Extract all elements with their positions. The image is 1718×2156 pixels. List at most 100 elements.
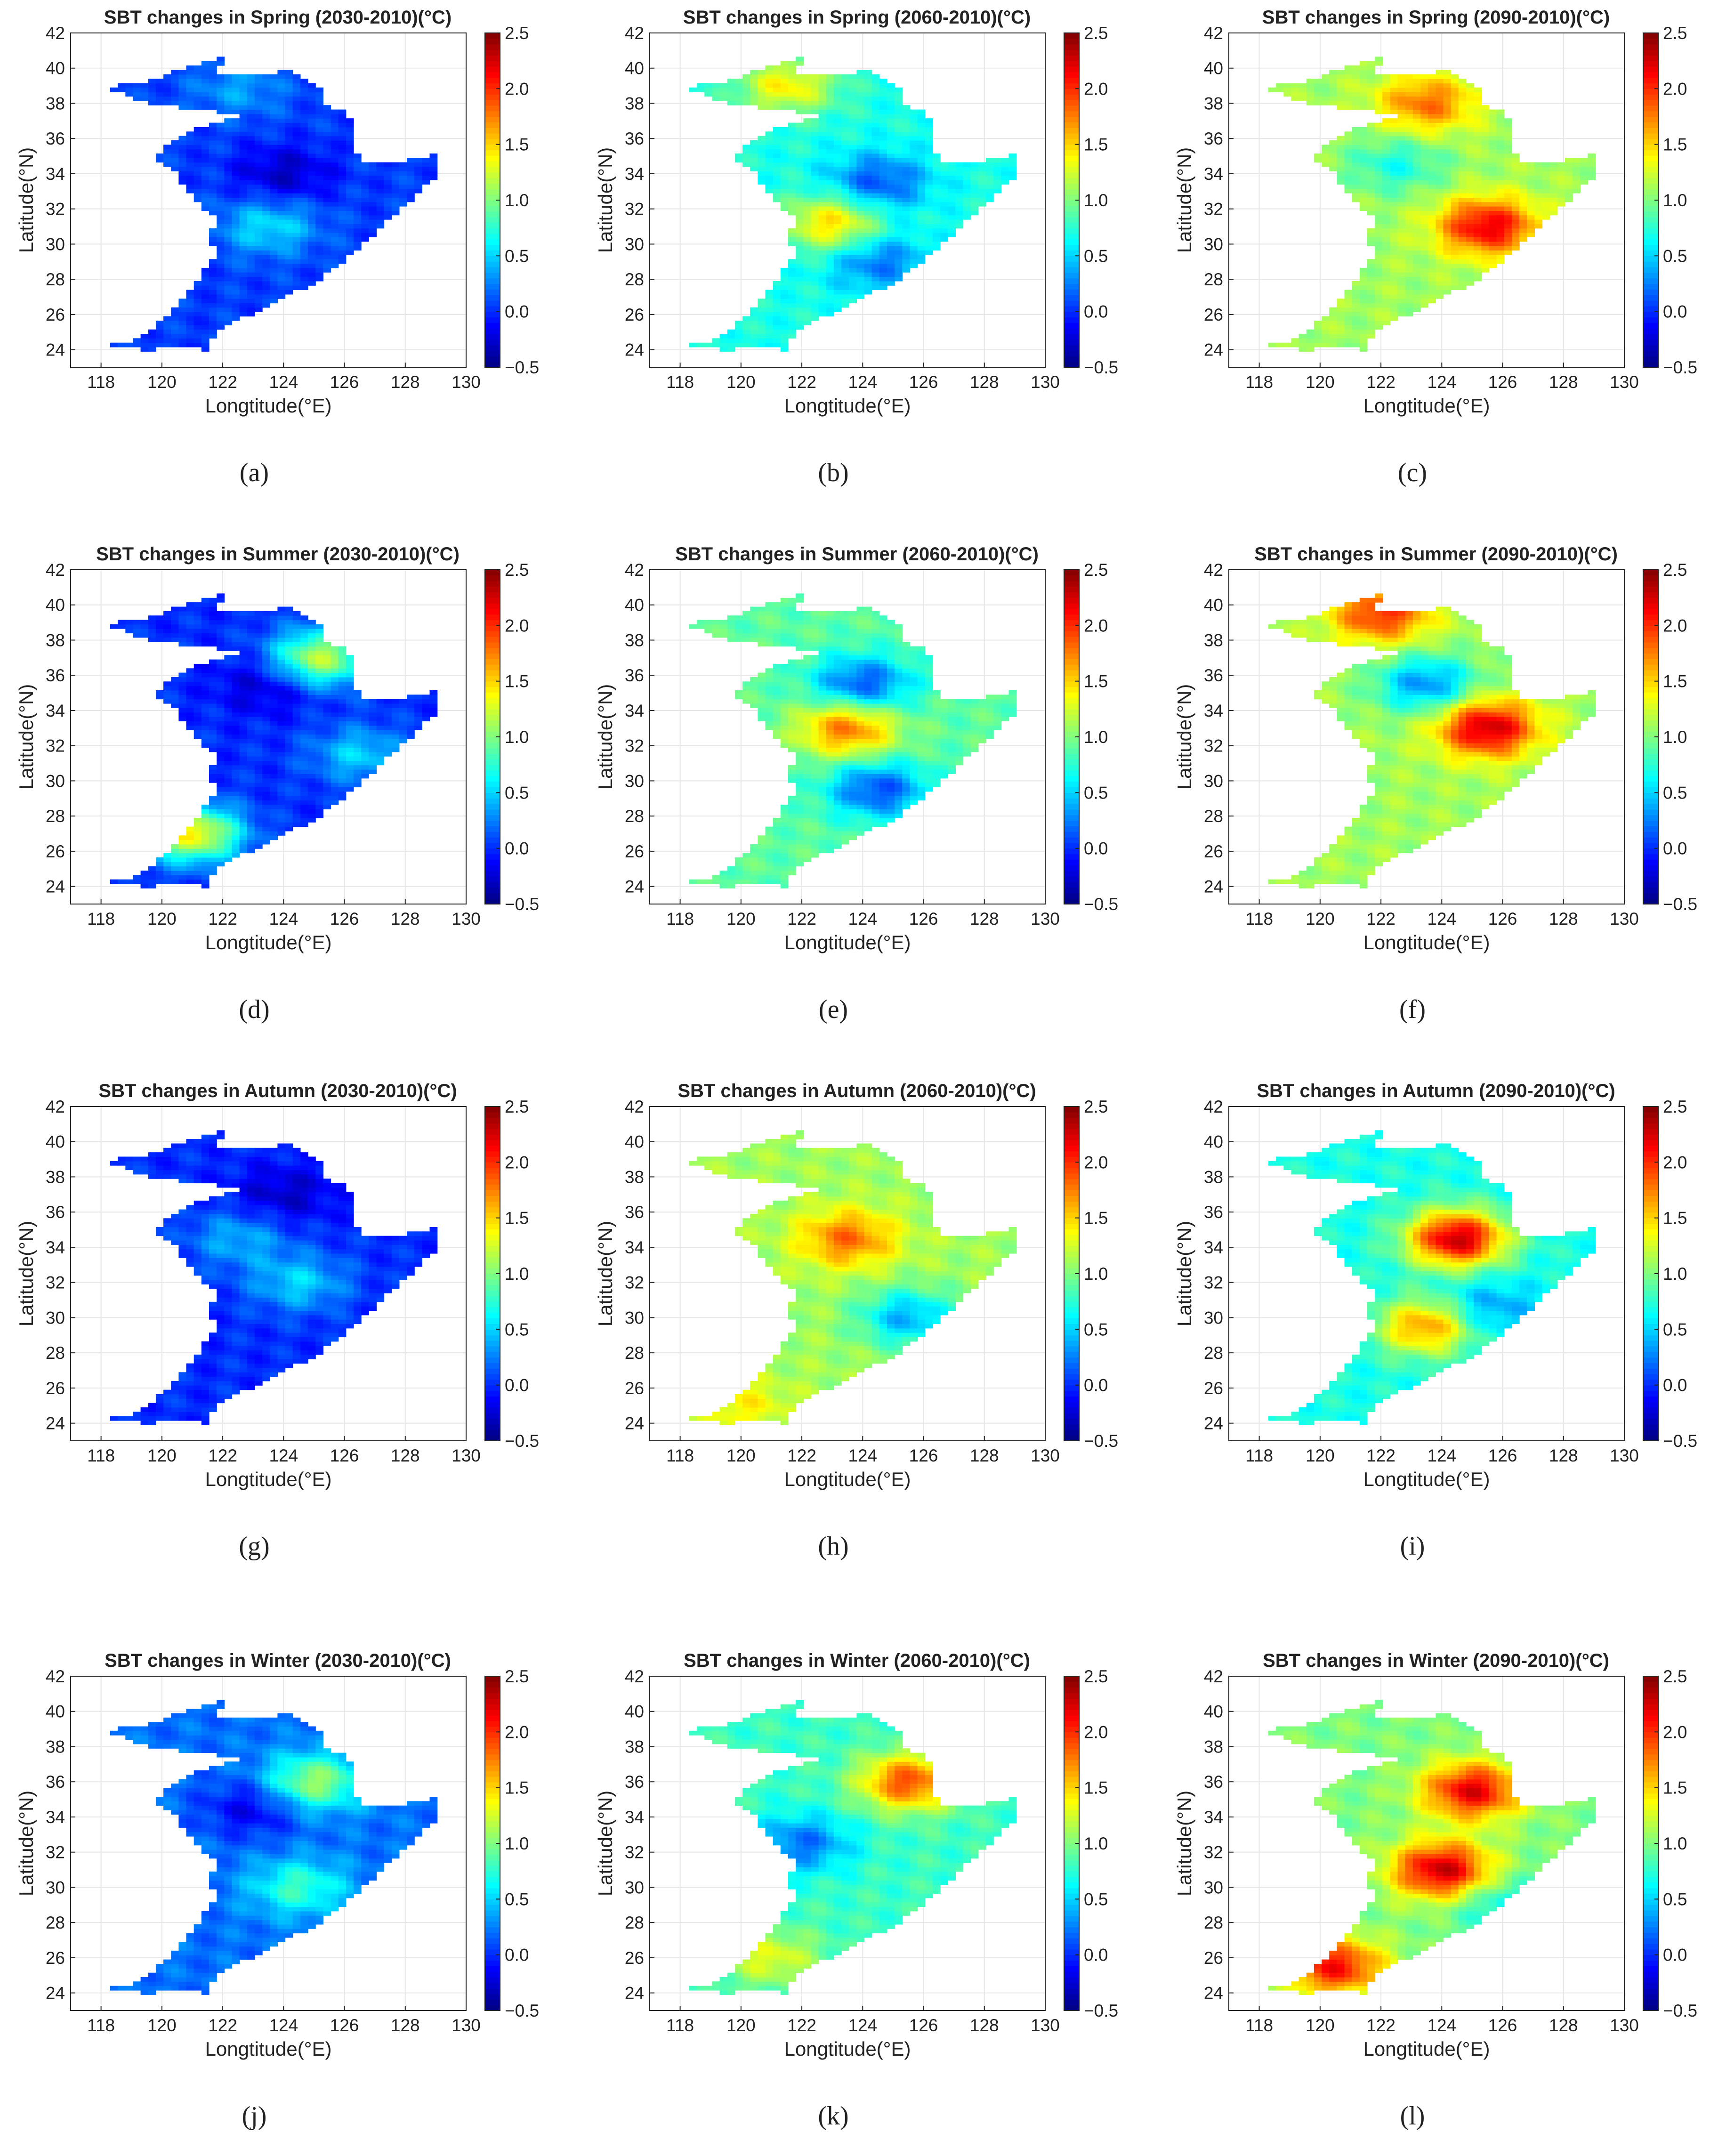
heatmap-cell — [186, 312, 194, 317]
heatmap-cell — [765, 100, 774, 105]
heatmap-cell — [399, 202, 407, 207]
heatmap-cell — [1344, 325, 1353, 330]
heatmap-cell — [1496, 219, 1505, 224]
heatmap-cell — [1474, 210, 1482, 216]
heatmap-cell — [879, 171, 887, 176]
heatmap-cell — [773, 171, 781, 176]
heatmap-cell — [1443, 105, 1452, 110]
heatmap-cell — [194, 871, 202, 875]
heatmap-cell — [856, 113, 865, 119]
y-tick-label: 28 — [625, 270, 644, 289]
heatmap-cell — [186, 677, 194, 682]
heatmap-cell — [232, 844, 240, 849]
heatmap-cell — [773, 105, 781, 110]
heatmap-cell — [948, 228, 956, 233]
heatmap-cell — [292, 285, 301, 291]
heatmap-cell — [1276, 83, 1284, 88]
heatmap-cell — [178, 717, 187, 721]
heatmap-cell — [254, 100, 263, 105]
heatmap-cell — [209, 615, 217, 621]
heatmap-cell — [940, 193, 948, 198]
heatmap-cell — [788, 87, 796, 92]
heatmap-cell — [750, 167, 758, 171]
heatmap-cell — [1352, 303, 1360, 308]
heatmap-cell — [247, 840, 255, 845]
heatmap-cell — [1329, 92, 1337, 97]
heatmap-cell — [1420, 193, 1428, 198]
colorbar-segment — [1643, 317, 1658, 323]
heatmap-cell — [201, 74, 210, 79]
heatmap-cell — [811, 149, 819, 154]
heatmap-cell — [948, 171, 956, 176]
heatmap-cell — [1436, 162, 1444, 167]
heatmap-cell — [239, 83, 248, 88]
heatmap-cell — [247, 167, 255, 171]
heatmap-cell — [407, 175, 415, 180]
heatmap-cell — [1420, 259, 1428, 264]
heatmap-cell — [194, 844, 202, 849]
colorbar-segment — [485, 83, 500, 89]
heatmap-cell — [879, 285, 887, 291]
heatmap-cell — [1382, 184, 1391, 189]
heatmap-cell — [308, 122, 316, 128]
heatmap-cell — [1458, 237, 1467, 242]
heatmap-cell — [917, 228, 926, 233]
colorbar-segment — [1643, 167, 1658, 173]
heatmap-cell — [1428, 250, 1436, 255]
heatmap-cell — [217, 127, 225, 132]
heatmap-cell — [270, 224, 278, 229]
heatmap-cell — [1382, 105, 1391, 110]
heatmap-cell — [292, 118, 301, 123]
heatmap-cell — [422, 158, 430, 163]
heatmap-cell — [232, 760, 240, 766]
heatmap-cell — [323, 149, 331, 154]
heatmap-cell — [1397, 113, 1406, 119]
heatmap-cell — [849, 188, 857, 194]
heatmap-cell — [1352, 184, 1360, 189]
heatmap-cell — [155, 321, 164, 325]
heatmap-cell — [970, 188, 979, 194]
heatmap-cell — [1527, 202, 1535, 207]
heatmap-cell — [292, 188, 301, 194]
colorbar-segment — [485, 38, 500, 45]
y-tick-label: 26 — [46, 305, 65, 324]
heatmap-cell — [209, 92, 217, 97]
heatmap-cell — [712, 342, 720, 347]
heatmap-cell — [788, 162, 796, 167]
heatmap-cell — [346, 193, 354, 198]
heatmap-cell — [1359, 145, 1368, 150]
heatmap-cell — [217, 193, 225, 198]
heatmap-cell — [292, 246, 301, 251]
heatmap-cell — [895, 136, 903, 141]
heatmap-cell — [1322, 158, 1330, 163]
heatmap-cell — [262, 809, 270, 814]
colorbar-segment — [485, 100, 500, 106]
heatmap-cell — [940, 228, 948, 233]
colorbar-segment — [1643, 83, 1658, 89]
heatmap-cell — [1412, 246, 1421, 251]
heatmap-cell — [239, 281, 248, 286]
heatmap-cell — [864, 246, 872, 251]
heatmap-cell — [1359, 338, 1368, 343]
heatmap-cell — [1359, 153, 1368, 158]
heatmap-cell — [1359, 79, 1368, 84]
heatmap-cell — [803, 167, 812, 171]
heatmap-cell — [308, 267, 316, 273]
heatmap-cell — [224, 760, 233, 766]
panel-title: SBT changes in Spring (2090-2010)(°C) — [1262, 7, 1610, 28]
heatmap-cell — [163, 620, 171, 625]
heatmap-cell — [194, 329, 202, 334]
heatmap-cell — [232, 237, 240, 242]
heatmap-cell — [1397, 188, 1406, 194]
heatmap-cell — [224, 290, 233, 295]
heatmap-cell — [414, 180, 422, 185]
heatmap-cell — [224, 312, 233, 317]
heatmap-cell — [399, 188, 407, 194]
heatmap-cell — [803, 299, 812, 304]
heatmap-cell — [1367, 312, 1375, 317]
heatmap-cell — [1466, 145, 1474, 150]
heatmap-cell — [300, 259, 308, 264]
x-tick-label: 124 — [1427, 372, 1456, 392]
heatmap-cell — [254, 712, 263, 717]
heatmap-cell — [811, 74, 819, 79]
